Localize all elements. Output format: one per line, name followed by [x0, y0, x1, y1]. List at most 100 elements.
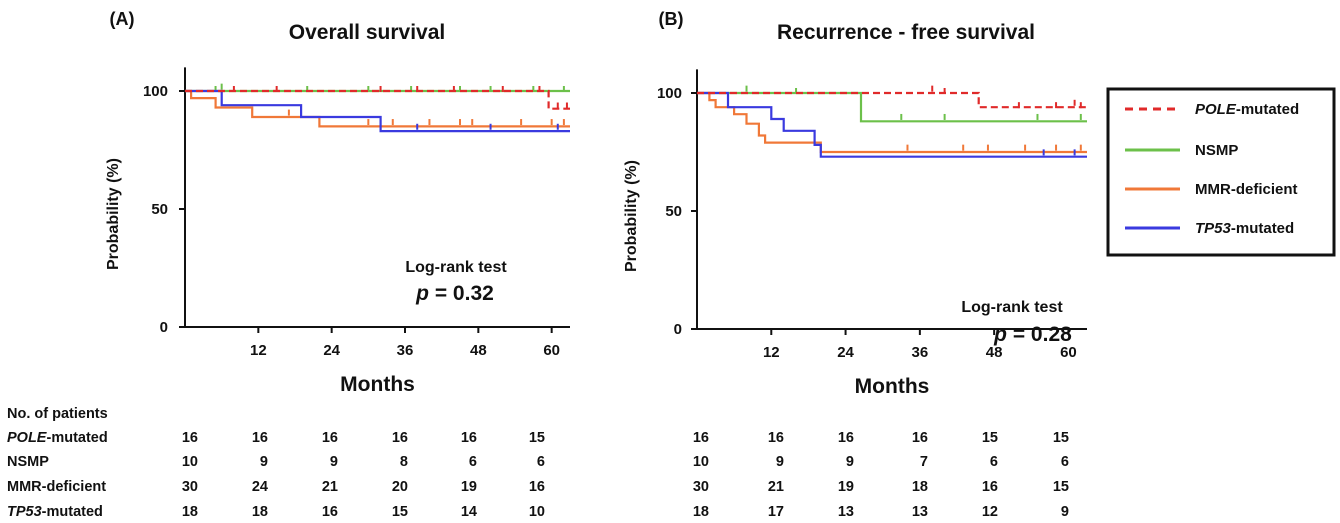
- risk-count: 10: [182, 454, 198, 470]
- legend-label-text: NSMP: [1195, 142, 1238, 159]
- risk-count: 21: [322, 479, 338, 495]
- x-tick-label: 12: [763, 344, 780, 361]
- x-axis-title: Months: [340, 373, 415, 396]
- risk-count: 9: [776, 454, 784, 470]
- y-tick-label: 100: [657, 85, 682, 102]
- x-tick-label: 36: [397, 342, 414, 359]
- risk-count: 10: [529, 504, 545, 520]
- risk-count: 19: [838, 479, 854, 495]
- risk-count: 16: [322, 430, 338, 446]
- legend-label: POLE-mutated: [1195, 101, 1299, 118]
- risk-row-label: NSMP: [7, 454, 49, 470]
- risk-count: 6: [990, 454, 998, 470]
- risk-row-label-italic: POLE: [7, 430, 48, 446]
- y-tick-label: 50: [151, 201, 168, 218]
- risk-count: 18: [182, 504, 198, 520]
- risk-count: 13: [912, 504, 928, 520]
- risk-count: 9: [260, 454, 268, 470]
- p-value-label: p = 0.28: [993, 323, 1072, 346]
- risk-count: 18: [693, 504, 709, 520]
- risk-count: 16: [529, 479, 545, 495]
- log-rank-label: Log-rank test: [961, 299, 1063, 316]
- risk-row-label-text: MMR-deficient: [7, 479, 106, 495]
- y-tick-label: 0: [674, 321, 682, 338]
- risk-count: 15: [529, 430, 545, 446]
- risk-row-label: TP53-mutated: [7, 504, 103, 520]
- risk-count: 16: [912, 430, 928, 446]
- p-symbol: p: [415, 282, 429, 305]
- risk-count: 15: [982, 430, 998, 446]
- risk-count: 9: [330, 454, 338, 470]
- panel-label: (A): [110, 9, 135, 29]
- risk-count: 9: [1061, 504, 1069, 520]
- risk-count: 21: [768, 479, 784, 495]
- risk-count: 16: [768, 430, 784, 446]
- risk-count: 16: [838, 430, 854, 446]
- x-tick-label: 36: [912, 344, 929, 361]
- risk-count: 16: [252, 430, 268, 446]
- risk-count: 17: [768, 504, 784, 520]
- risk-count: 15: [1053, 430, 1069, 446]
- km-curve-tp53-mutated: [185, 89, 570, 133]
- risk-count: 16: [982, 479, 998, 495]
- risk-count: 6: [1061, 454, 1069, 470]
- p-value: = 0.28: [1007, 323, 1072, 346]
- legend-label-italic: TP53: [1195, 220, 1232, 237]
- p-symbol: p: [993, 323, 1007, 346]
- risk-count: 6: [469, 454, 477, 470]
- x-tick-label: 12: [250, 342, 267, 359]
- risk-count: 19: [461, 479, 477, 495]
- risk-count: 18: [912, 479, 928, 495]
- y-axis-title: Probability (%): [105, 158, 122, 270]
- x-tick-label: 60: [1060, 344, 1077, 361]
- risk-count: 13: [838, 504, 854, 520]
- p-value: = 0.32: [429, 282, 494, 305]
- km-curve-pole-mutated: [185, 89, 570, 110]
- risk-row-label-text: -mutated: [46, 430, 107, 446]
- risk-row-label-text: NSMP: [7, 454, 49, 470]
- legend-label: NSMP: [1195, 142, 1238, 159]
- risk-count: 30: [693, 479, 709, 495]
- x-tick-label: 24: [323, 342, 340, 359]
- risk-count: 16: [322, 504, 338, 520]
- legend-label: MMR-deficient: [1195, 181, 1298, 198]
- risk-count: 14: [461, 504, 477, 520]
- y-axis-title: Probability (%): [623, 160, 640, 272]
- risk-count: 12: [982, 504, 998, 520]
- risk-count: 16: [461, 430, 477, 446]
- risk-count: 15: [1053, 479, 1069, 495]
- risk-count: 9: [846, 454, 854, 470]
- risk-count: 15: [392, 504, 408, 520]
- risk-count: 18: [252, 504, 268, 520]
- y-tick-label: 50: [665, 203, 682, 220]
- risk-table-title: No. of patients: [7, 406, 108, 422]
- risk-count: 16: [182, 430, 198, 446]
- risk-count: 6: [537, 454, 545, 470]
- risk-count: 20: [392, 479, 408, 495]
- legend-label-text: -mutated: [1236, 101, 1299, 118]
- panel-label: (B): [659, 9, 684, 29]
- log-rank-label: Log-rank test: [405, 259, 507, 276]
- x-tick-label: 24: [837, 344, 854, 361]
- legend-label-text: -mutated: [1231, 220, 1294, 237]
- legend-label-text: MMR-deficient: [1195, 181, 1298, 198]
- risk-count: 8: [400, 454, 408, 470]
- x-tick-label: 48: [470, 342, 487, 359]
- risk-count: 24: [252, 479, 268, 495]
- risk-count: 30: [182, 479, 198, 495]
- risk-count: 10: [693, 454, 709, 470]
- risk-row-label: POLE-mutated: [7, 430, 108, 446]
- risk-count: 16: [693, 430, 709, 446]
- km-curve-mmr-deficient: [185, 89, 570, 128]
- km-curve-tp53-mutated: [697, 91, 1087, 158]
- chart-title: Overall survival: [289, 21, 445, 44]
- x-tick-label: 48: [986, 344, 1003, 361]
- y-tick-label: 100: [143, 83, 168, 100]
- risk-count: 7: [920, 454, 928, 470]
- km-curve-mmr-deficient: [697, 91, 1087, 154]
- y-tick-label: 0: [160, 319, 168, 336]
- x-axis-title: Months: [855, 375, 930, 398]
- risk-count: 16: [392, 430, 408, 446]
- x-tick-label: 60: [543, 342, 560, 359]
